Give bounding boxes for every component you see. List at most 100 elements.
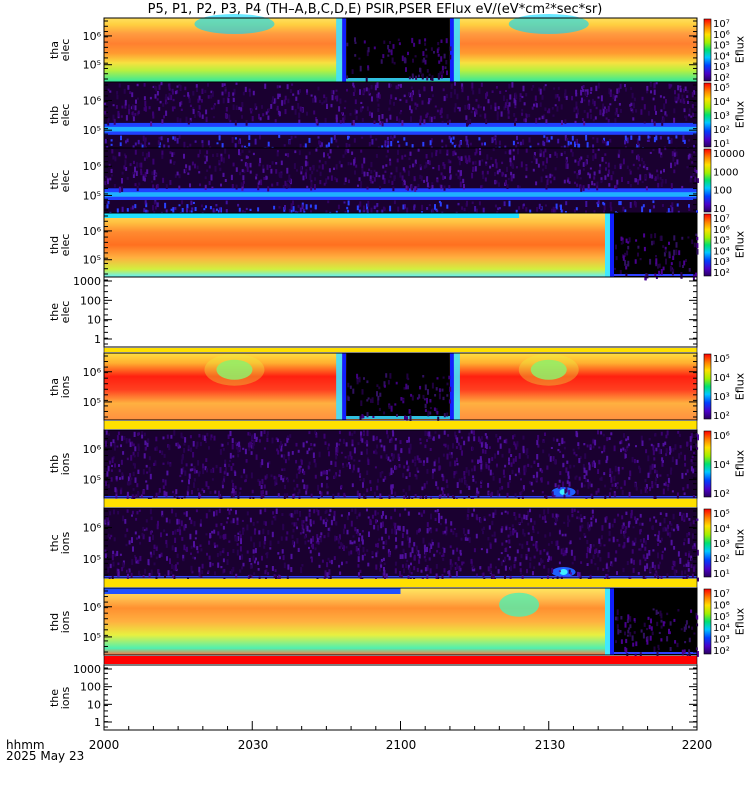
colorbar-tick-label: 10⁴ [713,460,730,471]
colorbar [703,148,712,213]
y-tick-label: 1 [94,333,101,346]
y-tick-label: 10⁵ [83,631,101,644]
panel-the-elec: 1 10 100 1000 [73,275,698,348]
panel-ylabel: thc elec [48,169,72,192]
colorbar-tick-label: 10⁵ [713,41,730,52]
colorbar-tick-label: 10⁷ [713,214,730,225]
colorbar-tick-label: 10¹ [713,569,730,580]
x-tick-label: 2100 [385,738,417,752]
colorbar-tick-label: 10⁷ [713,19,730,30]
panel-ylabel: thd elec [48,233,72,257]
colorbar-label: Eflux [733,528,747,557]
panel-ylabel: tha ions [48,375,72,398]
colorbar-label: Eflux [733,35,747,64]
panel-tha-ions: 10⁵ 10⁶ 10² 10³ 10⁴ 10⁵ [83,352,730,422]
colorbar-tick-label: 10³ [713,111,730,122]
y-tick-label: 10 [87,314,101,327]
colorbar [703,430,712,498]
x-axis-date: 2025 May 23 [6,749,85,763]
colorbar [703,18,712,82]
y-tick-label: 10⁵ [83,474,101,487]
y-tick-label: 1000 [73,275,101,288]
colorbar-tick-label: 10⁵ [713,354,730,365]
x-axis-label: hhmm [6,738,45,752]
panel-ylabel: the elec [48,300,72,324]
y-tick-label: 10⁵ [83,59,101,72]
y-tick-label: 100 [80,681,101,694]
separator-strip [103,654,698,666]
y-tick-label: 10⁶ [83,225,102,238]
y-tick-label: 10⁵ [83,396,101,409]
colorbar-tick-label: 10² [713,268,730,279]
colorbar-tick-label: 10⁵ [713,612,730,623]
colorbar-label: Eflux [733,230,747,259]
separator-strip [103,346,698,354]
x-tick-label: 2200 [681,738,713,752]
y-tick-label: 10⁶ [83,94,102,107]
panel-ylabel: thb ions [48,452,72,476]
y-tick-label: 1 [94,716,101,729]
colorbar-tick-label: 10³ [713,539,730,550]
colorbar-tick-label: 10 [713,204,726,215]
colorbar-tick-label: 10⁴ [713,623,730,634]
colorbar-tick-label: 10³ [713,257,730,268]
colorbar-tick-label: 10⁵ [713,236,730,247]
colorbar-tick-label: 10² [713,411,730,422]
separator-strip [103,419,698,431]
y-tick-label: 10⁶ [83,366,102,379]
y-tick-label: 10⁵ [83,553,101,566]
colorbar-tick-label: 1000 [713,167,738,178]
colorbar-tick-label: 10⁶ [713,600,730,611]
colorbar-label: Eflux [733,100,747,129]
colorbar [703,213,712,277]
panel-thc-ions: 10⁵ 10⁶ 10¹ 10² 10³ 10⁴ 10⁵ [83,507,730,580]
x-axis [103,721,698,730]
panel-ylabel: tha elec [48,38,72,62]
x-tick-label: 2030 [237,738,269,752]
colorbar [703,82,712,148]
y-tick-label: 10⁵ [83,189,101,202]
y-tick-label: 10⁶ [83,160,102,173]
panel-the-ions: 1 10 100 1000 [73,663,698,731]
colorbar-tick-label: 10⁶ [713,225,730,236]
colorbar [703,508,712,578]
colorbar-tick-label: 10⁶ [713,30,730,41]
colorbar-tick-label: 10⁴ [713,97,730,108]
colorbar-tick-label: 10⁴ [713,524,730,535]
panel-ylabel: thb elec [48,103,72,127]
colorbar-tick-label: 10000 [713,149,745,160]
panel-thb-ions: 10⁵ 10⁶ 10² 10⁴ 10⁶ [83,429,730,500]
colorbar-tick-label: 100 [713,186,732,197]
y-tick-label: 10 [87,698,101,711]
x-tick-label: 2000 [88,738,120,752]
y-tick-label: 10⁵ [83,124,101,137]
colorbar-tick-label: 10⁷ [713,589,730,600]
colorbar-tick-label: 10² [713,125,730,136]
y-tick-label: 10⁶ [83,601,102,614]
colorbar-label: Eflux [733,449,747,478]
colorbar-tick-label: 10⁴ [713,51,730,62]
x-tick-label: 2130 [534,738,566,752]
panel-ylabel: thd ions [48,610,72,633]
colorbar [703,353,712,420]
y-tick-label: 10⁶ [83,30,102,43]
colorbar-tick-label: 10² [713,554,730,565]
colorbar-tick-label: 10³ [713,62,730,73]
y-tick-label: 100 [80,294,101,307]
colorbar-tick-label: 10² [713,646,730,657]
separator-strip [103,497,698,509]
y-tick-label: 1000 [73,663,101,676]
y-tick-label: 10⁶ [83,443,102,456]
y-tick-label: 10⁵ [83,254,101,267]
panel-thc-elec: 10⁵ 10⁶ 10 100 1000 10000 [83,147,745,215]
colorbar-tick-label: 10¹ [713,139,730,150]
colorbar-tick-label: 10² [713,489,730,500]
panel-thb-elec: 10⁵ 10⁶ 10¹ 10² 10³ 10⁴ 10⁵ [83,81,730,150]
panel-ylabel: thc ions [48,531,72,555]
panel-ylabel: the ions [48,686,72,709]
colorbar-tick-label: 10³ [713,635,730,646]
colorbar-tick-label: 10² [713,73,730,84]
colorbar-tick-label: 10⁴ [713,246,730,257]
